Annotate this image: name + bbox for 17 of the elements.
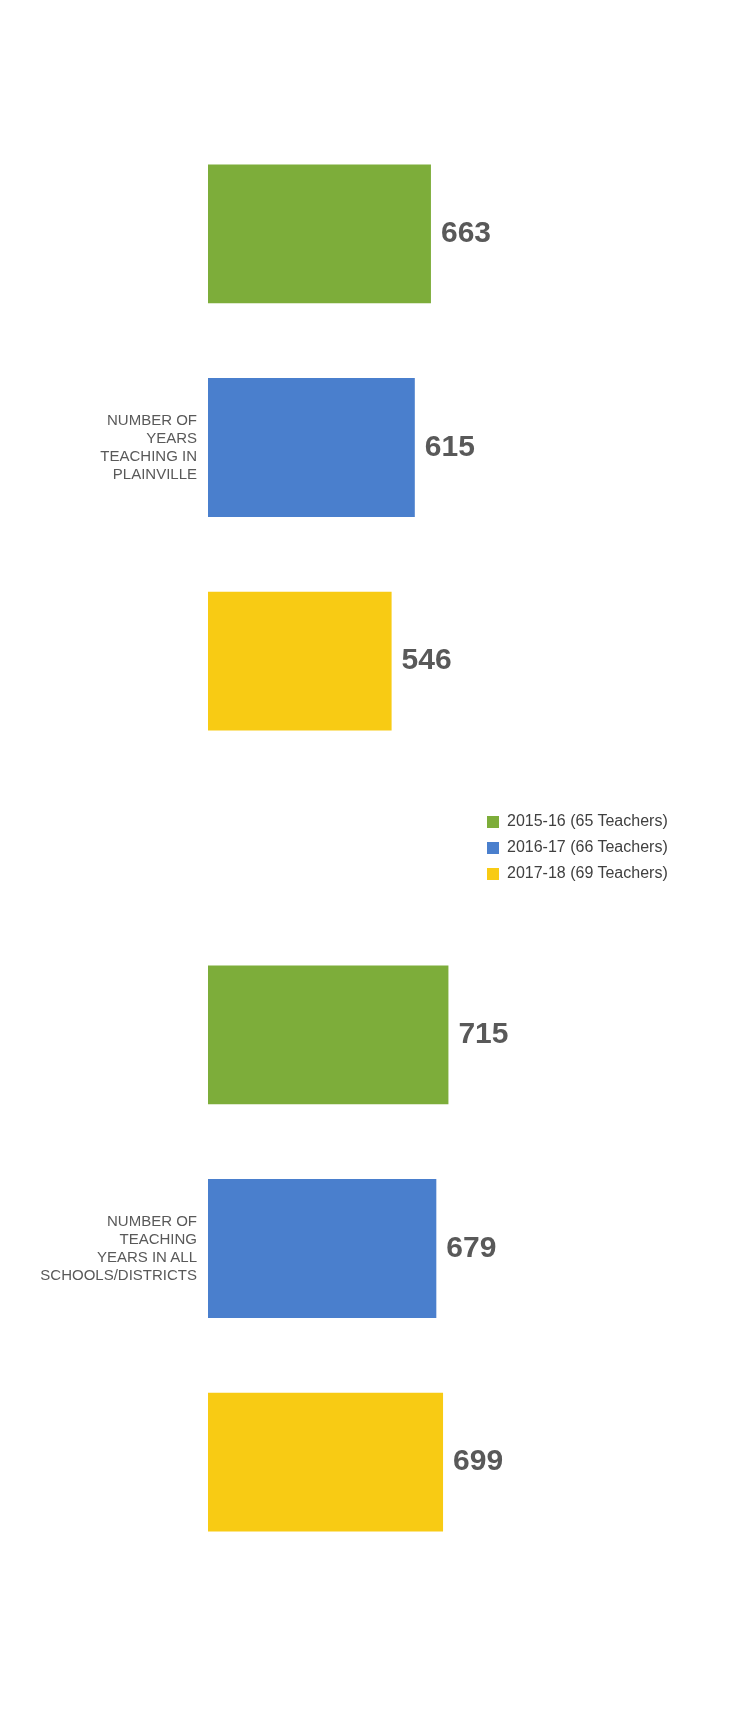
bar: [208, 591, 392, 731]
data-label: 546: [401, 642, 452, 676]
data-label: 663: [440, 215, 492, 249]
data-label: 715: [458, 1016, 509, 1050]
y-tick-label: NUMBER OF YEARS TEACHING IN PLAINVILLE: [100, 410, 197, 482]
bar: [208, 378, 415, 517]
legend-label: 2017-18 (69 Teachers): [507, 864, 668, 882]
data-label: 615: [424, 428, 475, 462]
bar: [208, 965, 449, 1105]
bar: [208, 164, 431, 304]
bar: [208, 1392, 444, 1532]
legend-label: 2015-16 (65 Teachers): [507, 812, 668, 830]
data-label: 679: [446, 1229, 497, 1263]
data-label: 699: [453, 1443, 504, 1477]
legend-label: 2016-17 (66 Teachers): [507, 838, 668, 856]
y-tick-label: NUMBER OF TEACHING YEARS IN ALL SCHOOLS/DISTRICTS: [40, 1211, 197, 1283]
bar: [208, 1179, 437, 1318]
